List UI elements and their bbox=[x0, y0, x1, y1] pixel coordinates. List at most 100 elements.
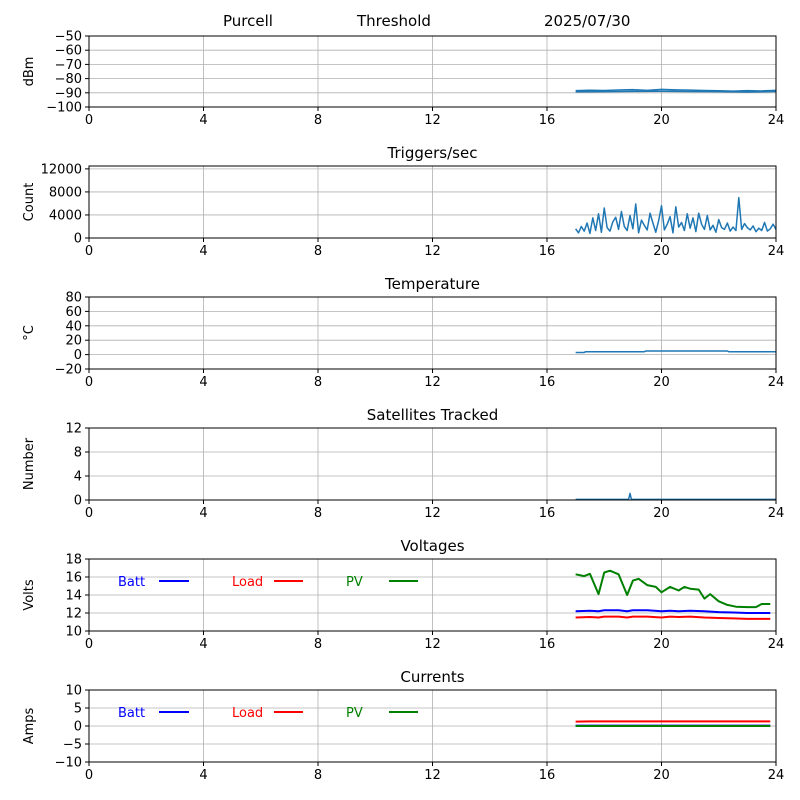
y-tick-label: 4000 bbox=[49, 208, 82, 223]
x-tick-label: 16 bbox=[539, 768, 556, 783]
y-tick-label: 80 bbox=[65, 291, 82, 306]
x-tick-label: 0 bbox=[85, 768, 93, 783]
y-tick-label: 40 bbox=[65, 319, 82, 334]
x-tick-label: 12 bbox=[424, 113, 441, 128]
series-line-1 bbox=[575, 350, 776, 354]
x-tick-label: 24 bbox=[768, 244, 785, 259]
y-tick-label: 10 bbox=[65, 625, 82, 640]
y-tick-label: 12 bbox=[65, 607, 82, 622]
x-tick-label: 24 bbox=[768, 506, 785, 521]
y-tick-label: 0 bbox=[74, 348, 82, 363]
legend-label-pv: PV bbox=[346, 575, 363, 590]
y-tick-label: 16 bbox=[65, 571, 82, 586]
header-site: Purcell bbox=[223, 12, 273, 30]
x-tick-label: 20 bbox=[653, 113, 670, 128]
x-tick-label: 0 bbox=[85, 113, 93, 128]
header-mode: Threshold bbox=[357, 12, 431, 30]
y-tick-label: 5 bbox=[74, 702, 82, 717]
x-tick-label: 20 bbox=[653, 506, 670, 521]
legend-label-pv: PV bbox=[346, 706, 363, 721]
x-tick-label: 20 bbox=[653, 768, 670, 783]
y-axis-label: °C bbox=[22, 325, 37, 341]
x-tick-label: 24 bbox=[768, 637, 785, 652]
x-tick-label: 8 bbox=[314, 768, 322, 783]
chart-title: Currents bbox=[400, 668, 464, 686]
x-tick-label: 4 bbox=[199, 375, 207, 390]
series-line-batt bbox=[575, 609, 771, 614]
y-tick-label: −10 bbox=[55, 756, 82, 771]
x-tick-label: 8 bbox=[314, 375, 322, 390]
x-tick-label: 12 bbox=[424, 637, 441, 652]
header-date: 2025/07/30 bbox=[544, 12, 631, 30]
legend-label-load: Load bbox=[232, 706, 263, 721]
y-tick-label: 12000 bbox=[41, 162, 82, 177]
y-tick-label: −60 bbox=[55, 44, 82, 59]
x-tick-label: 12 bbox=[424, 768, 441, 783]
chart-title: Temperature bbox=[384, 275, 480, 293]
chart-title: Voltages bbox=[400, 537, 464, 555]
y-tick-label: −100 bbox=[46, 101, 82, 116]
y-tick-label: 14 bbox=[65, 589, 82, 604]
x-tick-label: 16 bbox=[539, 375, 556, 390]
chart-title: Triggers/sec bbox=[387, 144, 478, 162]
x-tick-label: 12 bbox=[424, 375, 441, 390]
y-axis-label: Volts bbox=[22, 579, 37, 611]
y-tick-label: −80 bbox=[55, 72, 82, 87]
series-line-1 bbox=[575, 88, 777, 92]
x-tick-label: 12 bbox=[424, 506, 441, 521]
series-line-2 bbox=[575, 90, 777, 93]
x-tick-label: 8 bbox=[314, 637, 322, 652]
y-axis-label: dBm bbox=[22, 57, 37, 87]
x-tick-label: 12 bbox=[424, 244, 441, 259]
x-tick-label: 0 bbox=[85, 244, 93, 259]
x-tick-label: 16 bbox=[539, 506, 556, 521]
y-tick-label: 8000 bbox=[49, 185, 82, 200]
y-tick-label: 18 bbox=[65, 553, 82, 568]
x-tick-label: 4 bbox=[199, 768, 207, 783]
series-line-pv bbox=[575, 569, 771, 609]
series-line-1 bbox=[575, 492, 776, 501]
y-tick-label: 0 bbox=[74, 720, 82, 735]
y-tick-label: −5 bbox=[63, 738, 82, 753]
y-tick-label: −70 bbox=[55, 58, 82, 73]
y-tick-label: 0 bbox=[74, 232, 82, 247]
y-axis-label: Amps bbox=[22, 707, 37, 744]
y-tick-label: 8 bbox=[74, 446, 82, 461]
legend-label-batt: Batt bbox=[118, 706, 145, 721]
x-tick-label: 16 bbox=[539, 113, 556, 128]
x-tick-label: 16 bbox=[539, 244, 556, 259]
y-tick-label: 12 bbox=[65, 422, 82, 437]
y-tick-label: 60 bbox=[65, 305, 82, 320]
x-tick-label: 20 bbox=[653, 244, 670, 259]
series-line-load bbox=[575, 615, 771, 620]
series-line-1 bbox=[575, 196, 777, 235]
x-tick-label: 24 bbox=[768, 113, 785, 128]
x-tick-label: 24 bbox=[768, 375, 785, 390]
x-tick-label: 20 bbox=[653, 637, 670, 652]
y-tick-label: −50 bbox=[55, 30, 82, 45]
chart-title: Satellites Tracked bbox=[367, 406, 498, 424]
x-tick-label: 20 bbox=[653, 375, 670, 390]
y-axis-label: Number bbox=[22, 437, 37, 490]
x-tick-label: 16 bbox=[539, 637, 556, 652]
x-tick-label: 8 bbox=[314, 506, 322, 521]
y-axis-label: Count bbox=[22, 183, 37, 222]
x-tick-label: 0 bbox=[85, 506, 93, 521]
y-tick-label: 10 bbox=[65, 684, 82, 699]
x-tick-label: 4 bbox=[199, 113, 207, 128]
x-tick-label: 4 bbox=[199, 244, 207, 259]
x-tick-label: 4 bbox=[199, 506, 207, 521]
y-tick-label: 4 bbox=[74, 470, 82, 485]
y-tick-label: 0 bbox=[74, 494, 82, 509]
x-tick-label: 8 bbox=[314, 244, 322, 259]
legend-label-batt: Batt bbox=[118, 575, 145, 590]
y-tick-label: −90 bbox=[55, 86, 82, 101]
x-tick-label: 0 bbox=[85, 637, 93, 652]
x-tick-label: 24 bbox=[768, 768, 785, 783]
y-tick-label: 20 bbox=[65, 334, 82, 349]
x-tick-label: 4 bbox=[199, 637, 207, 652]
y-tick-label: −20 bbox=[55, 363, 82, 378]
x-tick-label: 0 bbox=[85, 375, 93, 390]
legend-label-load: Load bbox=[232, 575, 263, 590]
